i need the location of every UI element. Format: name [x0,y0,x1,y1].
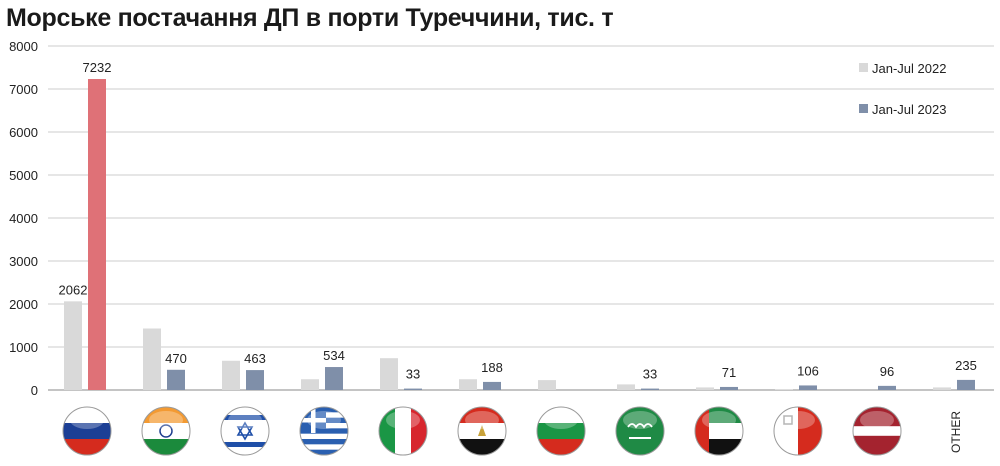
bar-2022-saudi-arabia-flag [617,384,635,390]
bar-2022-OTHER [933,387,951,390]
bar-2023-egypt-flag [483,381,501,390]
data-label: 470 [165,351,187,366]
flag-gloss [228,411,262,429]
flag-gloss [860,411,894,429]
flag-gloss [781,411,815,429]
flag-rim [378,406,428,456]
flag-rim [141,406,191,456]
flag-gloss [544,411,578,429]
data-label: 188 [481,360,503,375]
bar-2023-greece-flag [325,367,343,390]
flag-gloss [70,411,104,429]
category-label-other: OTHER [949,411,963,453]
legend-swatch [859,104,868,113]
india-flag [142,407,190,455]
flag-gloss [149,411,183,429]
bar-2023-latvia-flag [878,385,896,390]
flag-gloss [386,411,420,429]
data-label: 235 [955,358,977,373]
flag-rim [615,406,665,456]
y-tick-label: 4000 [9,211,38,226]
flag-rim [299,406,349,456]
bulgaria-flag [537,407,585,455]
bar-2023-uae-flag [720,386,738,390]
bar-2022-italy-flag [380,358,398,390]
data-label: 106 [797,363,819,378]
legend-label: Jan-Jul 2023 [872,102,946,117]
data-label: 33 [406,367,420,382]
bar-2023-malta-flag [799,385,817,390]
flag-rim [694,406,744,456]
y-tick-label: 2000 [9,297,38,312]
bar-2022-russia-flag [64,301,82,390]
y-tick-label: 1000 [9,340,38,355]
flag-rim [62,406,112,456]
bar-2022-malta-flag [775,389,793,390]
bar-2023-india-flag [167,369,185,390]
chart-title: Морське постачання ДП в порти Туреччини,… [6,4,614,32]
bar-2022-egypt-flag [459,379,477,390]
flag-rim [852,406,902,456]
y-tick-label: 0 [31,383,38,398]
legend-label: Jan-Jul 2022 [872,61,946,76]
italy-flag [379,407,427,455]
bar-2022-bulgaria-flag [538,380,556,390]
data-label: 7232 [83,60,112,75]
flag-rim [457,406,507,456]
bar-2023-italy-flag [404,388,422,390]
greece-flag [300,407,348,455]
data-label: 71 [722,365,736,380]
bar-2022-india-flag [143,328,161,390]
y-tick-label: 6000 [9,125,38,140]
bar-2022-israel-flag [222,360,240,390]
israel-flag [221,407,269,455]
flag-rim [536,406,586,456]
y-tick-label: 7000 [9,82,38,97]
flag-gloss [465,411,499,429]
data-label: 2062 [59,282,88,297]
bar-2022-greece-flag [301,379,319,390]
y-tick-label: 5000 [9,168,38,183]
saudi-arabia-flag [616,407,664,455]
latvia-flag [853,407,901,455]
data-label: 463 [244,351,266,366]
bar-2023-israel-flag [246,370,264,390]
flag-gloss [702,411,736,429]
flag-gloss [623,411,657,429]
bar-2022-uae-flag [696,387,714,390]
flag-rim [773,406,823,456]
flag-rim [220,406,270,456]
data-label: 534 [323,348,345,363]
bar-2023-OTHER [957,379,975,390]
flag-gloss [307,411,341,429]
data-label: 96 [880,364,894,379]
y-tick-label: 8000 [9,39,38,54]
legend-swatch [859,63,868,72]
bar-2023-russia-flag [88,79,106,391]
russia-flag [63,407,111,455]
bar-2023-saudi-arabia-flag [641,388,659,390]
y-tick-label: 3000 [9,254,38,269]
egypt-flag [458,407,506,455]
data-label: 33 [643,367,657,382]
